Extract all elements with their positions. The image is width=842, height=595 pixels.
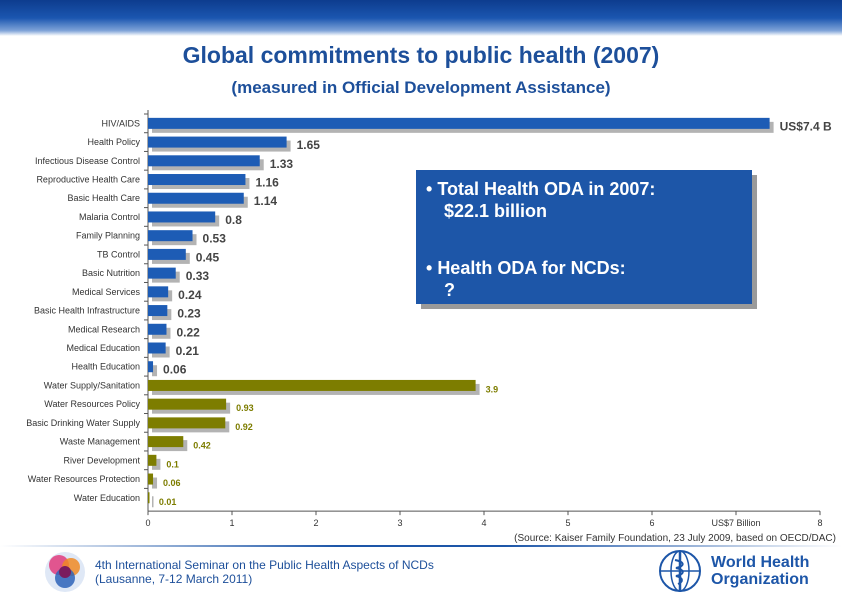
- data-label: 0.01: [159, 497, 177, 507]
- data-label: 0.06: [163, 363, 187, 377]
- bar-shadow: [152, 477, 158, 489]
- bar: [148, 379, 476, 391]
- bullet-total-oda-value: $22.1 billion: [444, 201, 548, 221]
- category-label: Reproductive Health Care: [36, 175, 140, 185]
- category-label: Basic Nutrition: [82, 268, 140, 278]
- bar: [148, 417, 226, 429]
- x-tick-label: 8: [817, 518, 822, 528]
- category-label: HIV/AIDS: [101, 118, 140, 128]
- data-label: US$7.4 B: [780, 119, 832, 133]
- bar-shadow: [152, 365, 158, 377]
- who-logo-line1: World Health: [711, 554, 810, 571]
- category-label: Basic Health Care: [67, 193, 140, 203]
- bar: [148, 398, 227, 410]
- slide-title: Global commitments to public health (200…: [182, 42, 660, 68]
- bar: [148, 492, 150, 504]
- category-label: Water Education: [74, 493, 140, 503]
- category-label: Health Education: [71, 362, 140, 372]
- category-label: Water Supply/Sanitation: [44, 380, 140, 390]
- category-label: Medical Research: [68, 324, 140, 334]
- x-tick-label: 4: [481, 518, 486, 528]
- data-label: 0.42: [193, 441, 211, 451]
- data-label: 0.23: [177, 307, 201, 321]
- data-label: 1.14: [254, 194, 278, 208]
- bar: [148, 192, 244, 204]
- bar: [148, 342, 166, 354]
- who-emblem-icon: [659, 550, 701, 592]
- source-note: (Source: Kaiser Family Foundation, 23 Ju…: [514, 533, 836, 544]
- category-label: Health Policy: [87, 137, 140, 147]
- category-label: TB Control: [97, 249, 140, 259]
- bullet-total-oda: • Total Health ODA in 2007: $22.1 billio…: [426, 179, 656, 221]
- x-tick-label: 5: [565, 518, 570, 528]
- data-label: 1.33: [270, 157, 294, 171]
- category-label: Malaria Control: [79, 212, 140, 222]
- bullet-ncd-oda-text: Health ODA for NCDs:: [437, 258, 626, 278]
- category-label: Basic Health Infrastructure: [34, 306, 140, 316]
- bar: [148, 267, 176, 279]
- category-label: Basic Drinking Water Supply: [26, 418, 140, 428]
- bar: [148, 136, 287, 148]
- data-label: 3.9: [486, 384, 499, 394]
- who-logo-text: World Health Organization: [711, 554, 809, 588]
- slide-subtitle: (measured in Official Development Assist…: [231, 78, 611, 97]
- data-label: 0.53: [203, 232, 227, 246]
- data-label: 0.33: [186, 269, 210, 283]
- category-label: Medical Education: [66, 343, 140, 353]
- bar: [148, 230, 193, 242]
- category-label: River Development: [63, 455, 140, 465]
- bar: [148, 211, 216, 223]
- bar: [148, 286, 169, 298]
- data-label: 0.06: [163, 478, 181, 488]
- category-label: Family Planning: [76, 231, 140, 241]
- bar-chart: HIV/AIDS US$7.4 B Health Policy 1.65 Infecti…: [26, 110, 832, 528]
- bar: [148, 454, 157, 466]
- data-label: 1.16: [255, 176, 279, 190]
- bar: [148, 155, 260, 167]
- category-label: Waste Management: [60, 437, 141, 447]
- bar: [148, 174, 246, 186]
- x-tick-label: US$7 Billion: [711, 518, 760, 528]
- x-tick-label: 6: [649, 518, 654, 528]
- data-label: 0.93: [236, 403, 254, 413]
- data-label: 0.21: [176, 344, 200, 358]
- bar: [148, 436, 184, 448]
- footer-seminar-line2: (Lausanne, 7-12 March 2011): [95, 572, 253, 586]
- data-label: 0.45: [196, 250, 220, 264]
- category-label: Medical Services: [72, 287, 141, 297]
- top-banner: [0, 0, 842, 36]
- bar: [148, 361, 154, 373]
- data-label: 0.92: [235, 422, 253, 432]
- data-label: 1.65: [297, 138, 321, 152]
- bar: [148, 323, 167, 335]
- bullet-ncd-oda: • Health ODA for NCDs: ?: [426, 258, 626, 300]
- seminar-logo: [45, 552, 85, 592]
- bar-shadow: [152, 496, 154, 508]
- category-label: Water Resources Policy: [44, 399, 140, 409]
- who-logo-line2: Organization: [711, 571, 809, 588]
- footer-divider: [0, 545, 842, 547]
- bar: [148, 117, 770, 129]
- data-label: 0.22: [176, 325, 200, 339]
- bullet-total-oda-text: Total Health ODA in 2007:: [437, 179, 656, 199]
- bullet-ncd-oda-value: ?: [444, 280, 455, 300]
- data-label: 0.1: [166, 459, 179, 469]
- bar: [148, 248, 186, 260]
- footer-seminar-line1: 4th International Seminar on the Public …: [95, 558, 434, 572]
- bar: [148, 473, 154, 485]
- x-tick-label: 0: [145, 518, 150, 528]
- summary-box: • Total Health ODA in 2007: $22.1 billio…: [416, 170, 752, 304]
- data-label: 0.8: [225, 213, 242, 227]
- bar: [148, 305, 168, 317]
- x-tick-label: 1: [229, 518, 234, 528]
- footer-seminar: 4th International Seminar on the Public …: [95, 558, 434, 586]
- x-tick-label: 2: [313, 518, 318, 528]
- data-label: 0.24: [178, 288, 202, 302]
- x-tick-label: 3: [397, 518, 402, 528]
- category-label: Infectious Disease Control: [35, 156, 140, 166]
- category-label: Water Resources Protection: [28, 474, 140, 484]
